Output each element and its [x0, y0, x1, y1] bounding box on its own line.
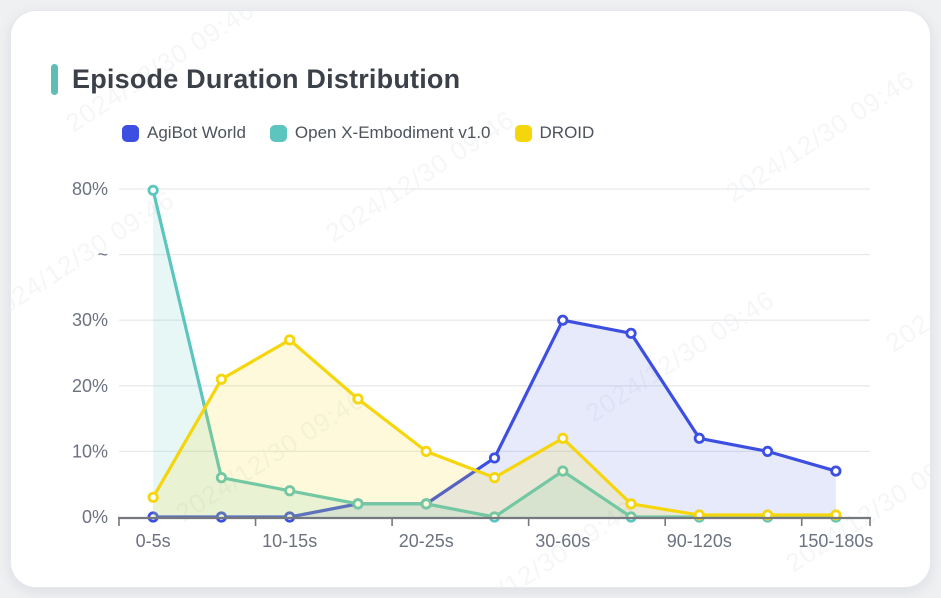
data-point-marker-open-x-embodiment-v1-0 — [215, 472, 228, 484]
legend-swatch-icon — [122, 124, 139, 142]
x-axis-label: 10-15s — [262, 531, 317, 551]
legend-item-agibot-world[interactable]: AgiBot World — [122, 123, 246, 143]
title-accent-bar — [51, 64, 58, 95]
legend-label: Open X-Embodiment v1.0 — [294, 123, 491, 142]
legend-swatch-icon — [514, 124, 532, 142]
x-axis-label: 150-180s — [798, 531, 873, 551]
data-point-marker-droid — [352, 393, 364, 405]
data-point-marker-droid — [147, 491, 159, 503]
data-point-marker-open-x-embodiment-v1-0 — [557, 465, 569, 477]
legend-item-open-x-embodiment-v1-0[interactable]: Open X-Embodiment v1.0 — [269, 123, 491, 143]
chart-card: 2024/12/30 09:462024/12/30 09:462024/12/… — [10, 10, 931, 588]
legend-label: DROID — [539, 123, 595, 142]
y-axis-label: 80% — [72, 179, 108, 199]
y-axis-label: 30% — [72, 310, 108, 330]
data-point-marker-open-x-embodiment-v1-0 — [420, 498, 432, 510]
chart-legend: AgiBot World Open X-Embodiment v1.0 DROID — [122, 123, 594, 143]
data-point-marker-agibot-world — [830, 465, 842, 477]
x-axis-label: 0-5s — [136, 531, 171, 551]
title-row: Episode Duration Distribution — [51, 64, 460, 95]
series-area-droid — [153, 339, 836, 517]
data-point-marker-agibot-world — [761, 445, 774, 457]
data-point-marker-agibot-world — [488, 452, 501, 464]
x-axis-label: 30-60s — [535, 531, 590, 551]
legend-label: AgiBot World — [147, 123, 246, 142]
data-point-marker-agibot-world — [693, 432, 705, 444]
page-title: Episode Duration Distribution — [72, 64, 461, 94]
data-point-marker-droid — [488, 472, 501, 484]
legend-item-droid[interactable]: DROID — [514, 123, 595, 143]
data-point-marker-droid — [420, 445, 432, 457]
x-axis-label: 20-25s — [399, 531, 454, 551]
y-axis-label: ~ — [97, 245, 108, 265]
data-point-marker-open-x-embodiment-v1-0 — [284, 485, 296, 497]
data-point-marker-droid — [625, 498, 637, 510]
series-area-open-x-embodiment-v1-0 — [153, 190, 836, 517]
y-axis-label: 10% — [72, 441, 108, 461]
x-axis-label: 90-120s — [667, 531, 732, 551]
data-point-marker-open-x-embodiment-v1-0 — [352, 498, 364, 510]
data-point-marker-droid — [215, 373, 228, 385]
data-point-marker-droid — [284, 334, 296, 346]
legend-swatch-icon — [269, 124, 287, 142]
series-area-agibot-world — [153, 320, 836, 517]
y-axis-label: 20% — [72, 376, 108, 396]
data-point-marker-open-x-embodiment-v1-0 — [147, 184, 159, 196]
y-axis-label: 0% — [82, 507, 108, 527]
data-point-marker-agibot-world — [557, 314, 569, 326]
data-point-marker-droid — [557, 432, 569, 444]
data-point-marker-agibot-world — [625, 327, 637, 339]
